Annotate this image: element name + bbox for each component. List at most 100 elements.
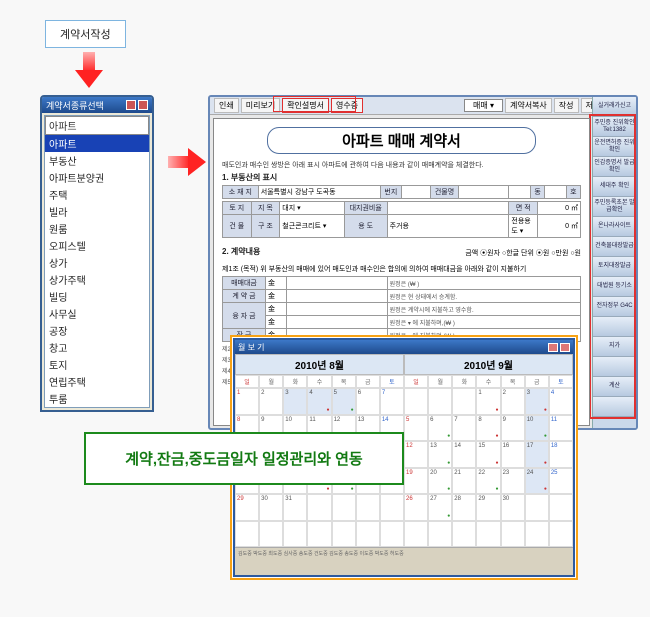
list-item[interactable]: 공장 <box>45 322 149 339</box>
calendar-day[interactable] <box>235 521 259 548</box>
calendar-day[interactable]: 27 <box>428 494 452 521</box>
calendar-day[interactable] <box>501 521 525 548</box>
right-link-button[interactable] <box>593 357 636 377</box>
calendar-day[interactable] <box>307 494 331 521</box>
search-input[interactable]: 아파트 <box>45 116 149 135</box>
bldg-input[interactable] <box>459 186 509 199</box>
create-contract-button[interactable]: 계약서작성 <box>45 20 126 48</box>
list-item[interactable]: 사무실 <box>45 305 149 322</box>
list-item[interactable]: 주택 <box>45 186 149 203</box>
calendar-day[interactable] <box>404 521 428 548</box>
calendar-day[interactable]: 18 <box>549 441 573 468</box>
calendar-day[interactable]: 6 <box>428 415 452 442</box>
copy-button[interactable]: 계약서복사 <box>505 98 552 113</box>
calendar-day[interactable]: 9 <box>501 415 525 442</box>
right-link-button[interactable]: 계산 <box>593 377 636 397</box>
right-link-button[interactable]: 건축물대장발급 <box>593 237 636 257</box>
list-item[interactable]: 연립주택 <box>45 373 149 390</box>
calendar-day[interactable]: 1 <box>476 388 500 415</box>
confirm-doc-button[interactable]: 확인설명서 <box>282 98 329 113</box>
calendar-day[interactable] <box>452 388 476 415</box>
calendar-day[interactable]: 4 <box>549 388 573 415</box>
calendar-day[interactable]: 3 <box>525 388 549 415</box>
calendar-day[interactable]: 8 <box>476 415 500 442</box>
calendar-day[interactable]: 21 <box>452 468 476 495</box>
calendar-day[interactable]: 17 <box>525 441 549 468</box>
list-item[interactable]: 아파트 <box>45 135 149 152</box>
calendar-day[interactable]: 6 <box>356 388 380 415</box>
print-button[interactable]: 인쇄 <box>214 98 239 113</box>
calendar-day[interactable]: 31 <box>283 494 307 521</box>
calendar-day[interactable] <box>549 521 573 548</box>
calendar-day[interactable]: 23 <box>501 468 525 495</box>
right-link-button[interactable]: 인감증명서 발급확인 <box>593 157 636 177</box>
contract-type-select[interactable]: 매매 ▾ <box>464 99 503 112</box>
sign-button[interactable]: 작성 <box>554 98 579 113</box>
calendar-day[interactable]: 2 <box>501 388 525 415</box>
calendar-day[interactable]: 19 <box>404 468 428 495</box>
calendar-day[interactable]: 20 <box>428 468 452 495</box>
right-link-button[interactable]: 대법원 등기소 <box>593 277 636 297</box>
calendar-day[interactable] <box>332 521 356 548</box>
right-link-button[interactable]: 온나라사이트 <box>593 217 636 237</box>
right-link-button[interactable] <box>593 317 636 337</box>
calendar-day[interactable]: 12 <box>404 441 428 468</box>
calendar-day[interactable] <box>549 494 573 521</box>
calendar-day[interactable]: 2 <box>259 388 283 415</box>
calendar-day[interactable]: 14 <box>452 441 476 468</box>
cal-close-icon[interactable] <box>560 343 570 352</box>
calendar-day[interactable]: 7 <box>380 388 404 415</box>
calendar-day[interactable]: 26 <box>404 494 428 521</box>
calendar-day[interactable] <box>428 521 452 548</box>
list-item[interactable]: 원룸 <box>45 220 149 237</box>
calendar-day[interactable] <box>259 521 283 548</box>
list-item[interactable]: 토지 <box>45 356 149 373</box>
right-link-button[interactable]: 운전면허증 진위확인 <box>593 137 636 157</box>
calendar-day[interactable]: 30 <box>259 494 283 521</box>
calendar-day[interactable]: 5 <box>332 388 356 415</box>
calendar-day[interactable]: 25 <box>549 468 573 495</box>
list-item[interactable]: 투룸 <box>45 390 149 407</box>
calendar-day[interactable]: 29 <box>235 494 259 521</box>
list-item[interactable]: 상가주택 <box>45 271 149 288</box>
calendar-day[interactable]: 3 <box>283 388 307 415</box>
right-link-button[interactable]: 지가 <box>593 337 636 357</box>
calendar-day[interactable] <box>283 521 307 548</box>
right-link-button[interactable]: 전자정부 G4C <box>593 297 636 317</box>
calendar-day[interactable]: 16 <box>501 441 525 468</box>
dong-input[interactable] <box>509 186 530 199</box>
calendar-day[interactable]: 29 <box>476 494 500 521</box>
calendar-day[interactable] <box>380 521 404 548</box>
calendar-day[interactable] <box>307 521 331 548</box>
calendar-day[interactable] <box>380 494 404 521</box>
right-link-button[interactable]: 주민증 진위확인 Tel:1382 <box>593 117 636 137</box>
calendar-day[interactable] <box>428 388 452 415</box>
bunji-input[interactable] <box>402 186 431 199</box>
calendar-day[interactable] <box>332 494 356 521</box>
calendar-day[interactable]: 11 <box>549 415 573 442</box>
preview-button[interactable]: 미리보기 <box>241 98 280 113</box>
list-item[interactable]: 창고 <box>45 339 149 356</box>
list-item[interactable]: 상가 <box>45 254 149 271</box>
calendar-day[interactable]: 13 <box>428 441 452 468</box>
ho-input[interactable] <box>545 186 566 199</box>
calendar-day[interactable]: 7 <box>452 415 476 442</box>
calendar-day[interactable] <box>476 521 500 548</box>
calendar-day[interactable]: 30 <box>501 494 525 521</box>
calendar-day[interactable] <box>404 388 428 415</box>
calendar-day[interactable]: 28 <box>452 494 476 521</box>
addr-input[interactable]: 서울특별시 강남구 도곡동 <box>258 186 380 199</box>
list-item[interactable]: 오피스텔 <box>45 237 149 254</box>
calendar-day[interactable] <box>525 494 549 521</box>
list-item[interactable]: 빌딩 <box>45 288 149 305</box>
right-link-button[interactable]: 주민등록초본 발급확인 <box>593 197 636 217</box>
calendar-day[interactable] <box>356 521 380 548</box>
right-link-button[interactable]: 세대주 확인 <box>593 177 636 197</box>
list-item[interactable]: 부동산 <box>45 152 149 169</box>
minimize-icon[interactable] <box>126 100 136 110</box>
calendar-day[interactable]: 1 <box>235 388 259 415</box>
right-link-button[interactable]: 실거래가신고 <box>593 97 636 117</box>
list-item[interactable]: 빌라 <box>45 203 149 220</box>
receipt-button[interactable]: 영수증 <box>331 98 363 113</box>
right-link-button[interactable]: 토지대장발급 <box>593 257 636 277</box>
